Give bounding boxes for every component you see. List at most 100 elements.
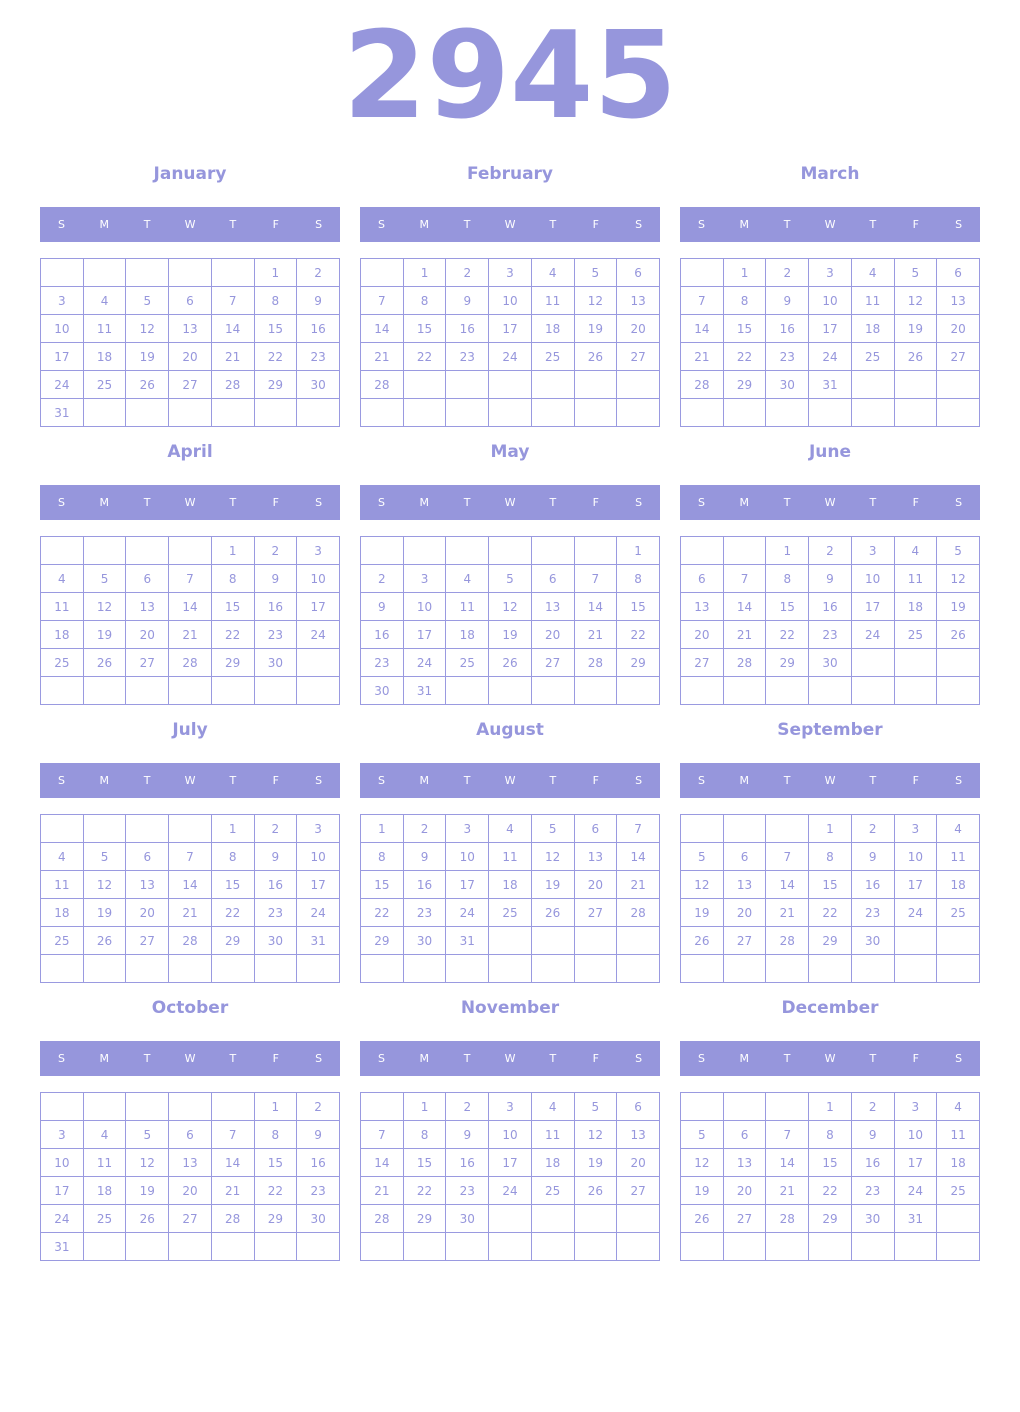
weekday-label: W [824, 1052, 836, 1065]
day-cell: 19 [530, 870, 575, 899]
day-cell: 23 [253, 898, 298, 927]
day-cell: 22 [360, 898, 404, 927]
day-cell: 21 [765, 898, 810, 927]
day-cell: 18 [40, 620, 84, 649]
day-cell: 22 [808, 1176, 852, 1205]
day-cell [765, 398, 810, 427]
weekday-label: F [272, 496, 279, 509]
day-cell: 28 [210, 1204, 255, 1233]
day-cell: 20 [125, 620, 170, 649]
day-cell [210, 1092, 255, 1121]
week-row: 25 26 27 28 29 30 [40, 648, 340, 677]
day-cell [850, 1232, 895, 1261]
day-cell: 11 [488, 842, 532, 871]
day-cell: 8 [210, 564, 255, 593]
day-cell: 19 [936, 592, 980, 621]
day-cell: 18 [530, 1148, 575, 1177]
day-cell: 21 [680, 342, 724, 371]
day-cell: 1 [765, 536, 810, 565]
weekday-label: S [315, 774, 323, 787]
day-cell: 13 [573, 842, 618, 871]
day-cell: 15 [360, 870, 404, 899]
day-cell: 25 [82, 370, 127, 399]
day-cell: 15 [253, 1148, 298, 1177]
weekday-label: M [419, 218, 430, 231]
day-cell: 20 [722, 1176, 767, 1205]
day-cell: 24 [850, 620, 895, 649]
week-row: 14 15 16 17 18 19 20 [360, 314, 660, 343]
day-cell: 25 [850, 342, 895, 371]
day-cell [616, 676, 660, 705]
day-cell [82, 814, 127, 843]
day-cell: 2 [402, 814, 447, 843]
day-cell: 19 [125, 1176, 170, 1205]
day-cell: 17 [40, 342, 84, 371]
day-cell: 9 [850, 1120, 895, 1149]
weekday-label: F [912, 774, 919, 787]
day-cell: 7 [765, 1120, 810, 1149]
weekday-label: S [697, 218, 705, 231]
day-cell: 25 [488, 898, 532, 927]
weekday-label: F [592, 496, 599, 509]
week-row: 12 13 14 15 16 17 18 [680, 870, 980, 899]
day-cell [530, 1204, 575, 1233]
weekday-label: S [635, 774, 643, 787]
day-cell: 11 [40, 592, 84, 621]
day-cell: 12 [573, 1120, 618, 1149]
day-cell: 10 [40, 1148, 84, 1177]
day-cell: 13 [936, 286, 980, 315]
day-cell: 1 [360, 814, 404, 843]
day-cell: 3 [40, 1120, 84, 1149]
day-cell: 7 [360, 286, 404, 315]
weekday-label: S [315, 496, 323, 509]
day-cell: 20 [168, 1176, 212, 1205]
day-cell: 17 [808, 314, 852, 343]
day-cell: 9 [253, 842, 298, 871]
weekday-label: M [739, 218, 750, 231]
day-cell [765, 1092, 810, 1121]
day-cell: 20 [125, 898, 170, 927]
day-cell [936, 926, 980, 955]
day-cell: 21 [765, 1176, 810, 1205]
week-row [680, 676, 980, 705]
day-cell: 24 [296, 898, 340, 927]
day-cell [680, 954, 724, 983]
day-cell: 5 [893, 258, 938, 287]
week-row: 6 7 8 9 10 11 12 [680, 564, 980, 593]
day-cell: 28 [360, 1204, 404, 1233]
day-cell: 29 [210, 648, 255, 677]
weekday-label: T [143, 218, 151, 231]
day-cell [616, 926, 660, 955]
week-row: 9 10 11 12 13 14 15 [360, 592, 660, 621]
day-cell: 30 [296, 370, 340, 399]
weekday-label: S [635, 218, 643, 231]
day-cell [573, 398, 618, 427]
day-cell: 25 [530, 1176, 575, 1205]
week-row: 22 23 24 25 26 27 28 [360, 898, 660, 927]
day-cell: 25 [82, 1204, 127, 1233]
day-cell [680, 1232, 724, 1261]
day-cell: 15 [402, 314, 447, 343]
weekday-label: T [463, 218, 471, 231]
day-cell [168, 258, 212, 287]
day-cell: 21 [573, 620, 618, 649]
day-cell: 28 [210, 370, 255, 399]
day-cell [82, 536, 127, 565]
day-cell: 6 [680, 564, 724, 593]
week-row: 20 21 22 23 24 25 26 [680, 620, 980, 649]
day-cell: 6 [616, 1092, 660, 1121]
weekday-label: S [697, 1052, 705, 1065]
day-cell: 6 [125, 564, 170, 593]
weekday-label: T [143, 496, 151, 509]
day-cell: 4 [82, 1120, 127, 1149]
day-cell: 6 [530, 564, 575, 593]
day-cell: 26 [488, 648, 532, 677]
week-row: 31 [40, 1232, 340, 1261]
day-cell: 14 [680, 314, 724, 343]
day-cell: 13 [125, 870, 170, 899]
